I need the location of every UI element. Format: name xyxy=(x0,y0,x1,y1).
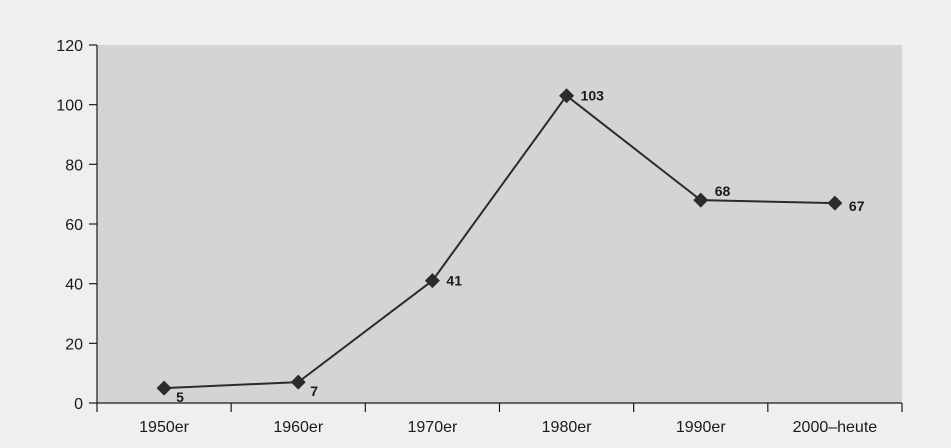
y-tick-label: 20 xyxy=(65,336,83,353)
data-labels: 5 7 41 103 68 67 xyxy=(176,88,865,405)
x-tick-label: 2000–heute xyxy=(793,419,878,436)
x-tick-label: 1950er xyxy=(139,419,189,436)
y-tick-label: 0 xyxy=(74,396,83,413)
data-point-marker xyxy=(290,374,306,390)
series-markers xyxy=(156,88,843,396)
y-tick-label: 80 xyxy=(65,157,83,174)
x-tick-label: 1990er xyxy=(676,419,726,436)
data-label: 5 xyxy=(176,389,184,405)
y-tick-label: 120 xyxy=(56,38,83,55)
y-axis: 0 20 40 60 80 100 120 xyxy=(56,38,98,413)
data-point-marker xyxy=(424,273,440,289)
series-line xyxy=(164,94,835,390)
data-label: 67 xyxy=(849,198,865,214)
data-point-marker xyxy=(156,380,172,396)
data-point-marker xyxy=(827,195,843,211)
data-point-marker xyxy=(693,192,709,208)
y-tick-label: 100 xyxy=(56,98,83,115)
data-point-marker xyxy=(559,88,575,104)
x-tick-label: 1960er xyxy=(273,419,323,436)
data-label: 41 xyxy=(446,273,462,289)
data-label: 103 xyxy=(581,88,605,104)
plot-area xyxy=(97,45,902,403)
x-tick-label: 1980er xyxy=(542,419,592,436)
data-label: 68 xyxy=(715,183,731,199)
y-tick-label: 40 xyxy=(65,277,83,294)
x-axis: 1950er 1960er 1970er 1980er 1990er 2000–heute xyxy=(96,402,903,436)
y-tick-label: 60 xyxy=(65,217,83,234)
data-label: 7 xyxy=(310,383,318,399)
x-tick-label: 1970er xyxy=(408,419,458,436)
